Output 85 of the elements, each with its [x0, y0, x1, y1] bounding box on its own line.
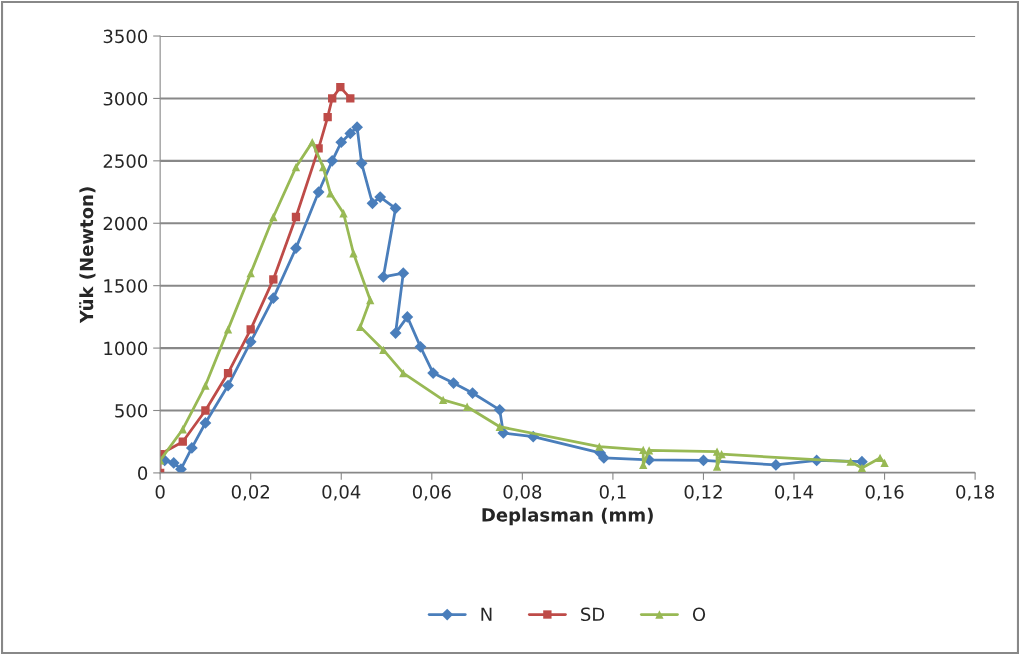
y-tick-label: 0	[138, 466, 148, 481]
point	[697, 454, 710, 467]
point	[335, 136, 348, 149]
x-tick-label: 0	[155, 485, 165, 499]
point	[269, 275, 278, 284]
x-tick-label: 0,16	[865, 485, 904, 501]
point	[349, 249, 358, 258]
point	[717, 450, 726, 459]
x-tick-label: 0,04	[322, 485, 361, 501]
x-tick-label: 0,18	[956, 485, 994, 501]
x-axis-title: Deplasman (mm)	[482, 507, 653, 526]
point	[366, 197, 379, 210]
point	[379, 345, 388, 355]
point	[326, 189, 335, 198]
point	[328, 94, 337, 103]
legend-label: O	[692, 607, 706, 622]
point	[597, 452, 610, 464]
point	[880, 458, 889, 468]
point	[493, 403, 506, 416]
y-tick-label: 2500	[103, 154, 148, 168]
x-tick-label: 0,1	[599, 485, 626, 501]
point	[223, 368, 233, 378]
point	[374, 191, 387, 203]
point	[495, 422, 504, 431]
point	[201, 381, 210, 390]
legend-label: SD	[581, 607, 605, 622]
point	[199, 417, 212, 429]
point	[175, 463, 187, 473]
point	[377, 271, 390, 283]
point	[222, 379, 234, 392]
y-tick-label: 3500	[103, 29, 148, 44]
point	[201, 406, 210, 415]
point	[857, 463, 867, 473]
point	[401, 310, 414, 323]
point	[308, 137, 317, 147]
y-tick-label: 1000	[104, 341, 148, 356]
point	[846, 457, 855, 466]
point	[291, 212, 301, 222]
y-tick-label: 2000	[103, 216, 148, 231]
point	[312, 186, 325, 198]
point	[267, 292, 280, 305]
x-tick-label: 0,12	[684, 485, 722, 501]
point	[244, 335, 257, 348]
point	[389, 202, 402, 215]
point	[223, 325, 233, 334]
point	[178, 437, 187, 446]
point	[291, 162, 301, 172]
point	[462, 402, 472, 411]
point	[427, 367, 440, 379]
x-tick-label: 0,06	[412, 485, 451, 501]
point	[339, 209, 348, 218]
point	[644, 446, 654, 455]
x-tick-label: 0,08	[503, 485, 542, 501]
point	[414, 340, 427, 353]
point	[167, 457, 180, 469]
point	[185, 442, 198, 454]
point	[355, 157, 368, 170]
point	[326, 154, 339, 167]
point	[351, 121, 363, 134]
point	[399, 368, 408, 378]
point	[346, 94, 355, 103]
point	[269, 212, 278, 222]
point	[356, 322, 365, 332]
point	[323, 112, 332, 122]
point	[344, 127, 357, 140]
point	[246, 325, 255, 334]
point	[595, 442, 604, 451]
point	[447, 377, 460, 389]
y-tick-label: 3000	[103, 91, 148, 106]
point	[318, 162, 328, 172]
y-axis-title: Yük (Newton)	[79, 187, 96, 324]
legend-label: N	[481, 607, 492, 621]
x-tick-label: 0,02	[231, 485, 269, 501]
y-tick-label: 500	[115, 403, 148, 418]
point	[389, 327, 402, 339]
point	[466, 387, 479, 399]
point	[770, 459, 782, 471]
point	[246, 269, 255, 278]
x-tick-label: 0,14	[775, 485, 814, 501]
y-tick-label: 1500	[104, 279, 148, 293]
point	[438, 395, 448, 405]
point	[336, 83, 345, 92]
point	[290, 242, 302, 255]
point	[397, 267, 410, 280]
point	[366, 295, 375, 305]
